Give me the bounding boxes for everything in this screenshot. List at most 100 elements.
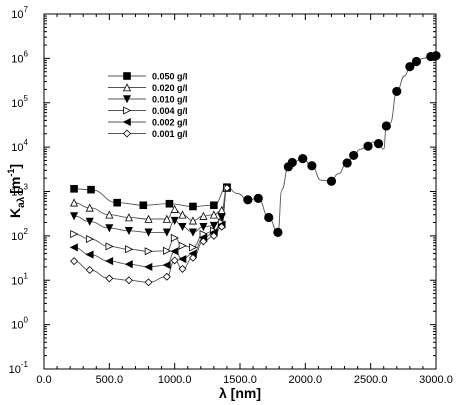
data-point: [363, 141, 373, 151]
y-tick-label-exp: 2: [24, 227, 29, 236]
data-point: [105, 242, 114, 251]
data-point: [209, 210, 218, 219]
data-point: [373, 139, 384, 149]
data-point: [70, 229, 79, 239]
x-tick-label: 2500.0: [354, 374, 388, 386]
data-point: [85, 250, 94, 259]
y-tick-label: 106: [11, 49, 28, 65]
y-tick-label: 101: [11, 271, 28, 287]
legend-marker: [123, 129, 131, 138]
y-tick-label-base: 10: [11, 275, 23, 287]
y-tick-label: 104: [11, 138, 28, 154]
data-point: [349, 150, 359, 161]
data-point: [273, 227, 283, 237]
data-point: [144, 262, 153, 271]
y-tick-label-exp: 4: [24, 138, 29, 147]
data-point: [124, 260, 133, 269]
data-point: [411, 56, 421, 67]
data-point: [307, 161, 317, 171]
data-point: [70, 212, 79, 221]
data-point: [199, 237, 208, 246]
y-tick-label-exp: 6: [24, 49, 29, 58]
data-point: [139, 201, 148, 210]
legend-label: 0.001 g/l: [152, 129, 188, 139]
data-point: [70, 185, 78, 193]
data-point: [188, 228, 198, 237]
y-tick-label-exp: -1: [21, 360, 29, 369]
data-point: [431, 51, 441, 61]
y-axis-label-unit-exp: -1: [6, 169, 16, 177]
data-point: [222, 184, 231, 192]
data-point: [264, 212, 274, 223]
y-tick-label-exp: 5: [24, 94, 29, 103]
y-tick-label-base: 10: [9, 364, 21, 376]
data-point: [70, 198, 79, 207]
legend-label: 0.020 g/l: [152, 83, 188, 93]
y-tick-label-base: 10: [11, 98, 23, 110]
data-point: [87, 185, 95, 194]
data-point: [85, 234, 95, 244]
legend-marker: [123, 106, 132, 115]
y-tick-label-exp: 7: [24, 5, 29, 14]
data-point: [162, 272, 171, 281]
x-tick-label: 500.0: [96, 374, 124, 386]
data-point: [217, 213, 226, 222]
data-point: [342, 158, 352, 168]
data-point: [70, 257, 79, 266]
data-point: [178, 223, 187, 232]
data-point: [69, 243, 78, 252]
data-point: [298, 154, 308, 164]
data-point: [209, 221, 218, 230]
data-point: [170, 216, 179, 225]
y-tick-label: 103: [11, 183, 28, 199]
data-point: [178, 264, 187, 273]
data-point: [144, 247, 153, 256]
legend-label: 0.004 g/l: [152, 106, 188, 116]
data-point: [287, 157, 297, 168]
data-point: [113, 198, 121, 207]
y-tick-label-base: 10: [11, 142, 23, 154]
data-point: [199, 211, 208, 220]
data-point: [105, 224, 114, 233]
data-point: [170, 247, 179, 256]
y-tick-label: 102: [11, 227, 28, 243]
y-tick-label-base: 10: [11, 53, 23, 65]
legend-marker: [123, 72, 131, 80]
legend-marker: [122, 95, 132, 104]
y-tick-label-base: 10: [11, 231, 23, 243]
data-point: [162, 261, 171, 270]
data-point: [209, 231, 218, 240]
data-point: [124, 276, 133, 285]
data-point: [392, 86, 402, 97]
data-point: [124, 213, 133, 222]
x-axis-label: λ [nm]: [219, 385, 261, 401]
data-point: [405, 62, 415, 72]
plot-frame: [43, 13, 437, 370]
data-point: [125, 245, 134, 254]
data-point: [105, 210, 114, 219]
legend-label: 0.010 g/l: [152, 95, 188, 105]
data-point: [144, 214, 153, 223]
y-tick-label-base: 10: [11, 187, 23, 199]
y-axis-label-main: K: [7, 208, 23, 218]
x-tick-label: 0.0: [36, 374, 51, 386]
data-point: [381, 121, 391, 131]
data-point: [165, 199, 174, 208]
y-tick-label: 10-1: [9, 360, 29, 376]
data-point: [162, 214, 171, 223]
y-axis-label-close: ]: [7, 164, 23, 169]
data-point: [189, 202, 197, 211]
x-tick-label: 1500.0: [223, 374, 257, 386]
data-point: [217, 222, 226, 231]
x-axis-ticks: 0.0 500.0 1000.0 1500.0 2000.0 2500.0 3000.0: [36, 14, 453, 386]
data-point: [199, 223, 208, 232]
data-point: [105, 257, 114, 266]
data-point: [199, 229, 208, 239]
y-axis-label-sub: aλ: [16, 196, 27, 208]
data-point: [178, 241, 187, 250]
data-point: [85, 266, 94, 274]
data-point: [85, 217, 94, 226]
y-axis-label: Kaλ [m-1]: [6, 164, 27, 218]
data-point: [188, 253, 197, 262]
